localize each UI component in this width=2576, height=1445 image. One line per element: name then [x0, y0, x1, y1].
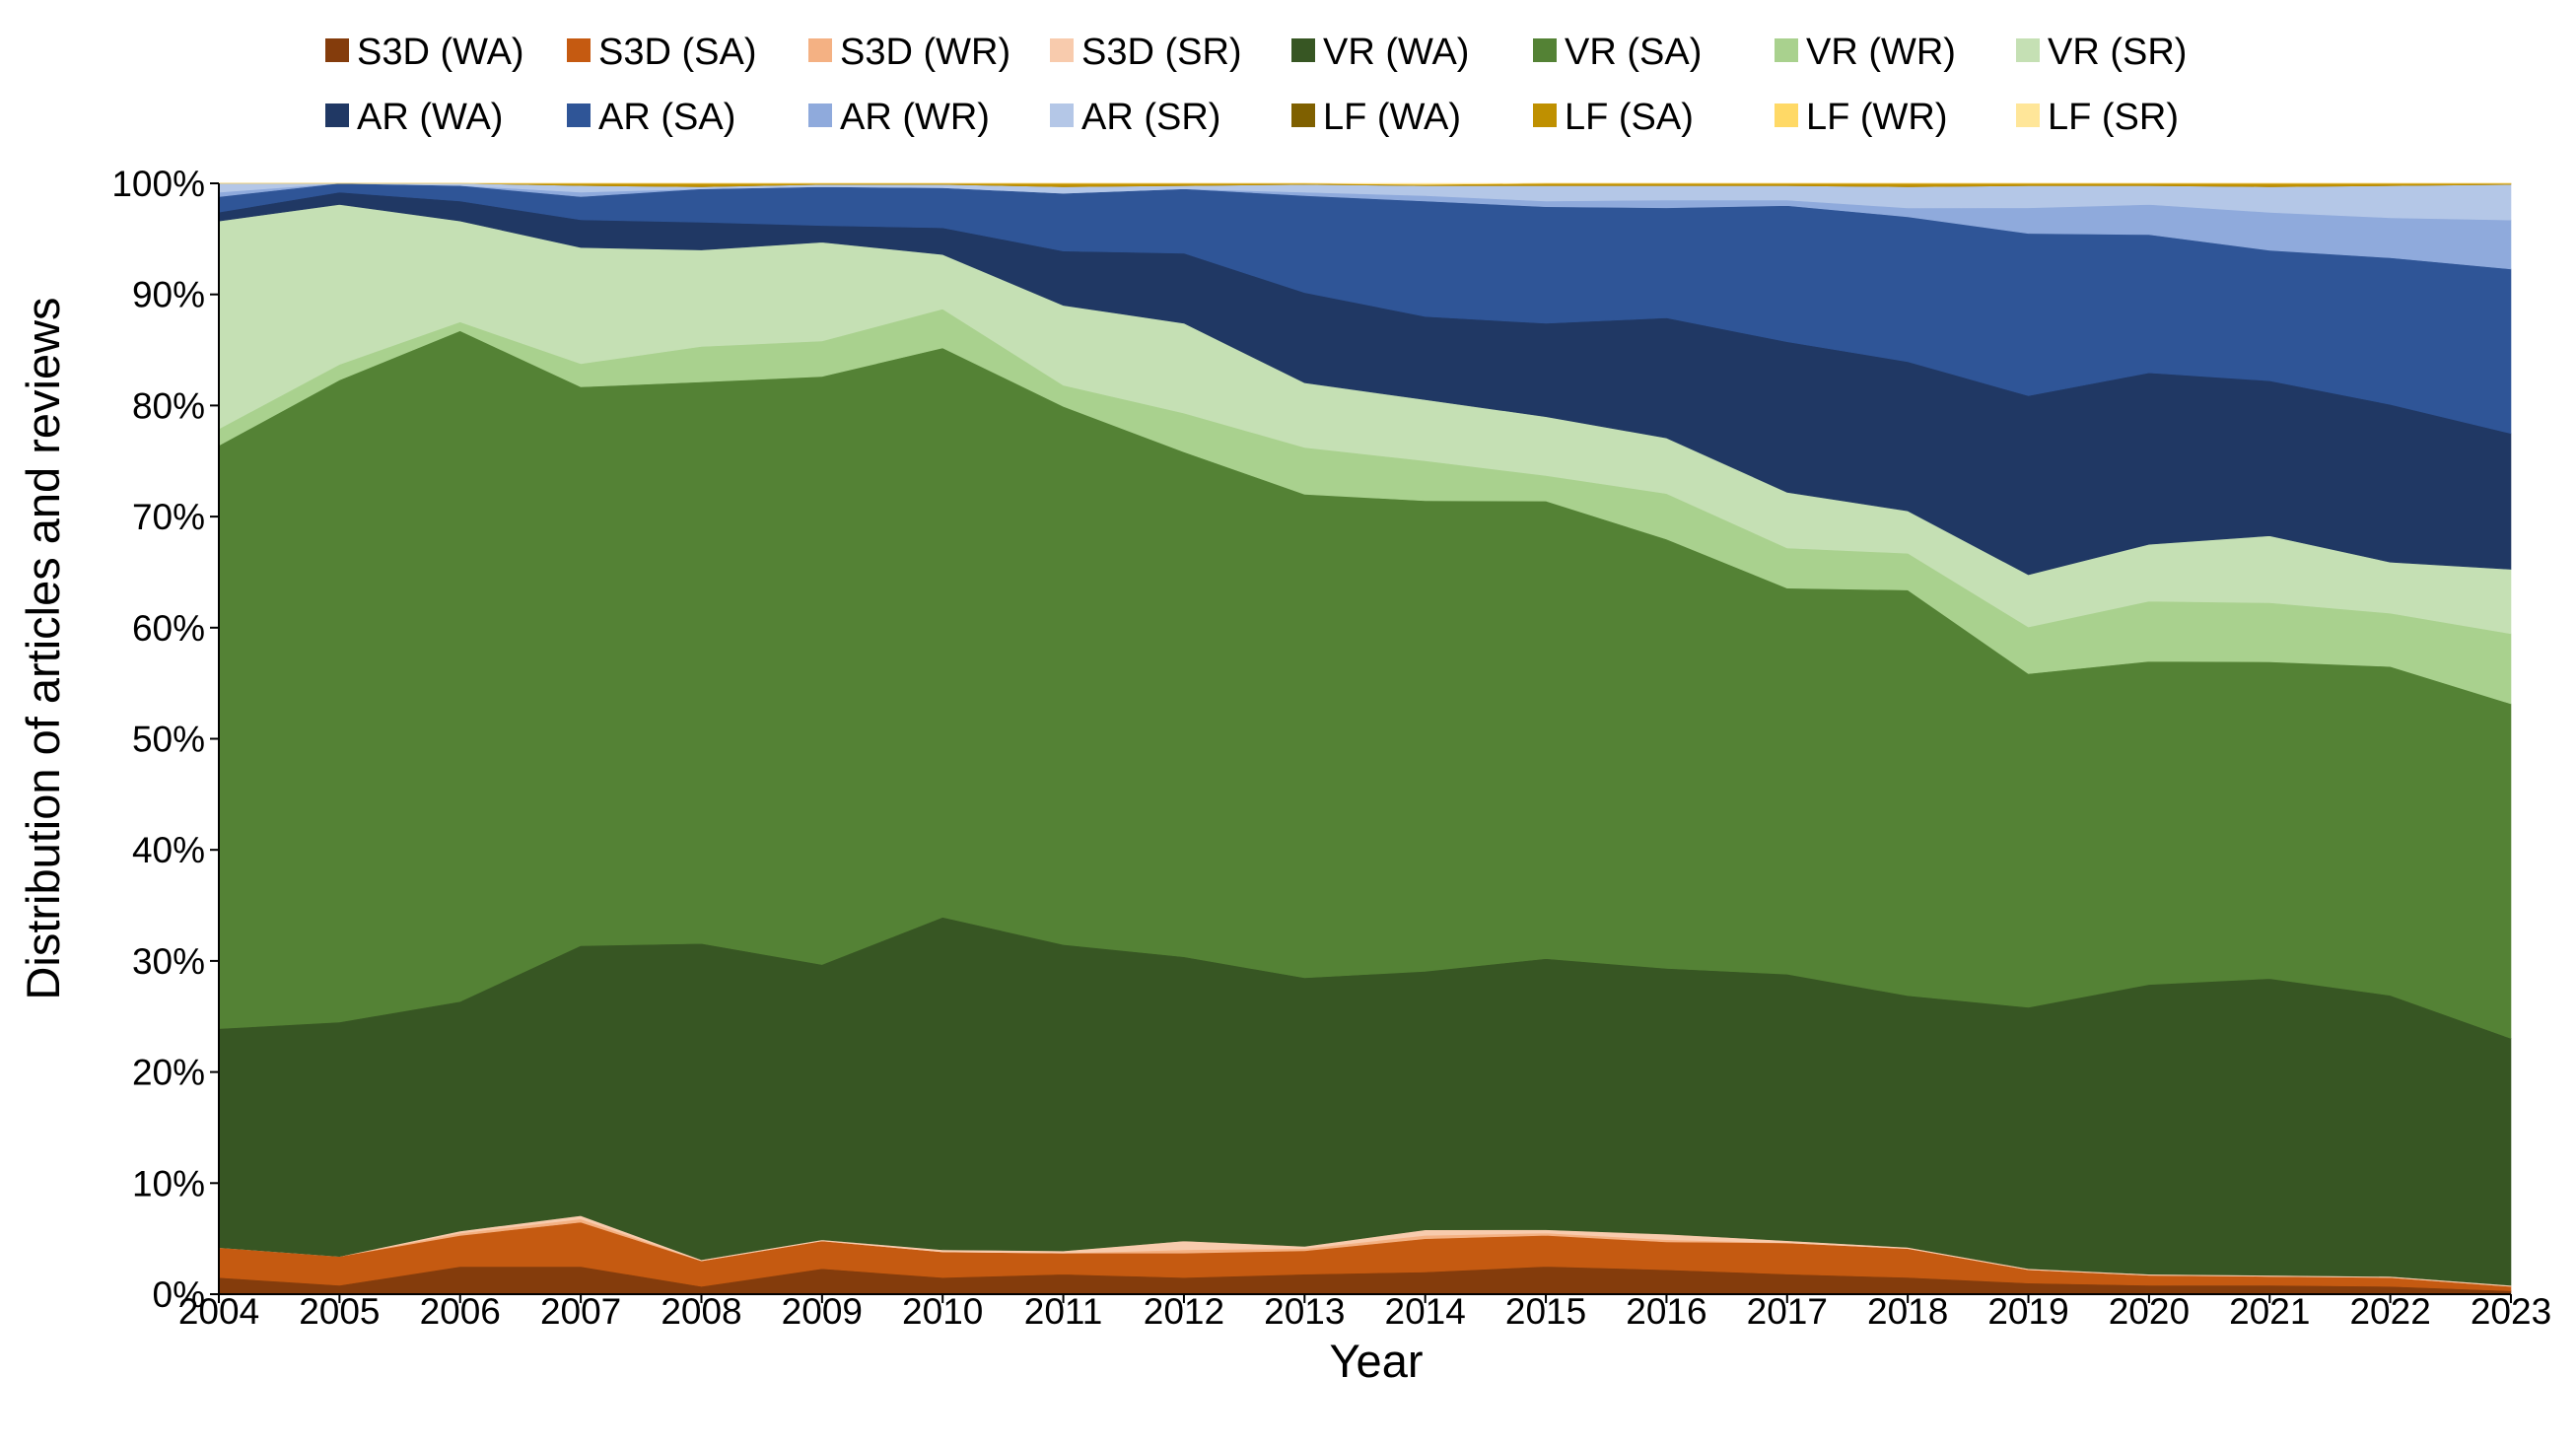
legend-label: VR (SA) [1565, 32, 1702, 73]
legend-item-ar-sr: AR (SR) [1050, 97, 1220, 138]
legend-item-lf-wa: LF (WA) [1291, 97, 1461, 138]
legend-item-lf-wr: LF (WR) [1775, 97, 1948, 138]
legend-item-s3d-sr: S3D (SR) [1050, 32, 1242, 73]
legend-swatch [2016, 103, 2040, 127]
legend-swatch [1050, 38, 1074, 62]
legend-swatch [1291, 103, 1315, 127]
x-tick-label: 2016 [1626, 1291, 1706, 1332]
legend-swatch [1533, 38, 1557, 62]
legend-swatch [808, 38, 832, 62]
legend-swatch [1775, 38, 1798, 62]
legend-swatch [1533, 103, 1557, 127]
y-tick-label: 10% [132, 1163, 205, 1204]
x-tick-label: 2014 [1385, 1291, 1466, 1332]
x-tick-label: 2012 [1144, 1291, 1224, 1332]
legend-item-lf-sr: LF (SR) [2016, 97, 2179, 138]
legend-label: S3D (SA) [598, 32, 756, 73]
x-tick-label: 2007 [540, 1291, 621, 1332]
legend-label: AR (SR) [1081, 97, 1220, 138]
y-tick-label: 90% [132, 275, 205, 315]
y-tick-label: 40% [132, 830, 205, 870]
legend-item-vr-wr: VR (WR) [1775, 32, 1956, 73]
x-tick-label: 2023 [2471, 1291, 2551, 1332]
y-tick-label: 20% [132, 1053, 205, 1093]
x-tick-label: 2015 [1505, 1291, 1586, 1332]
legend-item-vr-sa: VR (SA) [1533, 32, 1702, 73]
x-axis-title: Year [1330, 1335, 1424, 1387]
legend-label: LF (SA) [1565, 97, 1694, 138]
area-lf-sr [219, 182, 2511, 185]
legend-item-s3d-wa: S3D (WA) [325, 32, 524, 73]
x-tick-label: 2008 [661, 1291, 741, 1332]
y-axis-ticks: 0% 10% 20% 30% 40% 50% 60% 70% 80% 90% 100% [111, 164, 219, 1315]
legend-swatch [567, 38, 591, 62]
x-tick-label: 2017 [1747, 1291, 1828, 1332]
y-tick-label: 70% [132, 497, 205, 537]
legend-item-vr-wa: VR (WA) [1291, 32, 1469, 73]
y-tick-label: 60% [132, 608, 205, 649]
legend-label: AR (WA) [357, 97, 503, 138]
legend-item-s3d-sa: S3D (SA) [567, 32, 756, 73]
legend: S3D (WA) S3D (SA) S3D (WR) S3D (SR) VR (WA) V… [325, 32, 2187, 138]
y-axis-title: Distribution of articles and reviews [17, 297, 69, 999]
legend-label: S3D (WR) [840, 32, 1010, 73]
legend-label: S3D (WA) [357, 32, 524, 73]
y-tick-label: 100% [111, 164, 205, 204]
legend-item-s3d-wr: S3D (WR) [808, 32, 1010, 73]
legend-label: VR (SR) [2048, 32, 2187, 73]
legend-swatch [2016, 38, 2040, 62]
legend-item-ar-sa: AR (SA) [567, 97, 735, 138]
x-tick-label: 2009 [782, 1291, 863, 1332]
legend-swatch [325, 103, 349, 127]
legend-label: VR (WR) [1806, 32, 1956, 73]
legend-swatch [1775, 103, 1798, 127]
y-tick-label: 50% [132, 720, 205, 760]
y-tick-label: 80% [132, 385, 205, 426]
x-tick-label: 2006 [420, 1291, 501, 1332]
x-axis-ticks: 2004 2005 2006 2007 2008 2009 2010 2011 2012 2013… [178, 1291, 2551, 1332]
x-tick-label: 2010 [902, 1291, 983, 1332]
legend-label: S3D (SR) [1081, 32, 1242, 73]
x-tick-label: 2022 [2349, 1291, 2430, 1332]
x-tick-label: 2019 [1987, 1291, 2068, 1332]
x-tick-label: 2004 [178, 1291, 259, 1332]
x-tick-label: 2011 [1024, 1291, 1103, 1332]
x-tick-label: 2013 [1264, 1291, 1345, 1332]
x-tick-label: 2005 [299, 1291, 380, 1332]
legend-swatch [1050, 103, 1074, 127]
y-tick-label: 0% [153, 1274, 205, 1315]
legend-label: AR (WR) [840, 97, 990, 138]
legend-swatch [325, 38, 349, 62]
x-tick-label: 2020 [2109, 1291, 2190, 1332]
x-tick-label: 2021 [2229, 1291, 2310, 1332]
legend-label: LF (WR) [1806, 97, 1948, 138]
legend-label: LF (SR) [2048, 97, 2179, 138]
legend-label: AR (SA) [598, 97, 735, 138]
legend-item-lf-sa: LF (SA) [1533, 97, 1694, 138]
legend-item-vr-sr: VR (SR) [2016, 32, 2187, 73]
legend-label: VR (WA) [1323, 32, 1469, 73]
plot-areas [218, 182, 2512, 1295]
legend-label: LF (WA) [1323, 97, 1461, 138]
y-tick-label: 30% [132, 941, 205, 982]
legend-item-ar-wr: AR (WR) [808, 97, 990, 138]
legend-swatch [808, 103, 832, 127]
legend-item-ar-wa: AR (WA) [325, 97, 503, 138]
legend-swatch [567, 103, 591, 127]
legend-swatch [1291, 38, 1315, 62]
x-tick-label: 2018 [1867, 1291, 1948, 1332]
